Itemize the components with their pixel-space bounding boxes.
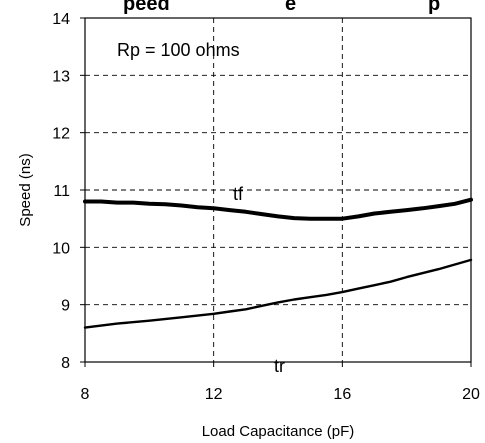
y-tick-label-8: 8 [61,355,70,372]
series-line-tf [83,197,473,221]
series-lines [83,197,473,329]
title-fragment-1: peed [123,0,170,15]
y-tick-label-12: 12 [52,126,70,143]
series-label-tf: tf [233,184,244,204]
series-line-tr [83,258,473,329]
y-tick-label-11: 11 [53,183,70,200]
x-tick-label-12: 12 [205,386,223,403]
y-axis-title: Speed (ns) [17,153,34,226]
x-tick-label-20: 20 [462,386,480,403]
title-fragment-3: p [428,0,440,15]
rp-annotation: Rp = 100 ohms [117,40,240,60]
y-tick-label-14: 14 [52,11,70,28]
title-fragments: peed e p [123,0,440,15]
x-axis-title: Load Capacitance (pF) [202,423,355,440]
y-tick-label-10: 10 [52,240,70,257]
gridlines [85,18,471,362]
title-fragment-2: e [285,0,296,15]
x-tick-label-8: 8 [81,386,90,403]
y-tick-label-9: 9 [61,298,70,315]
series-label-tr: tr [274,356,285,376]
x-tick-label-16: 16 [333,386,351,403]
y-tick-label-13: 13 [52,68,70,85]
tick-labels: 8 9 10 11 12 13 14 8 12 16 20 [52,11,480,403]
